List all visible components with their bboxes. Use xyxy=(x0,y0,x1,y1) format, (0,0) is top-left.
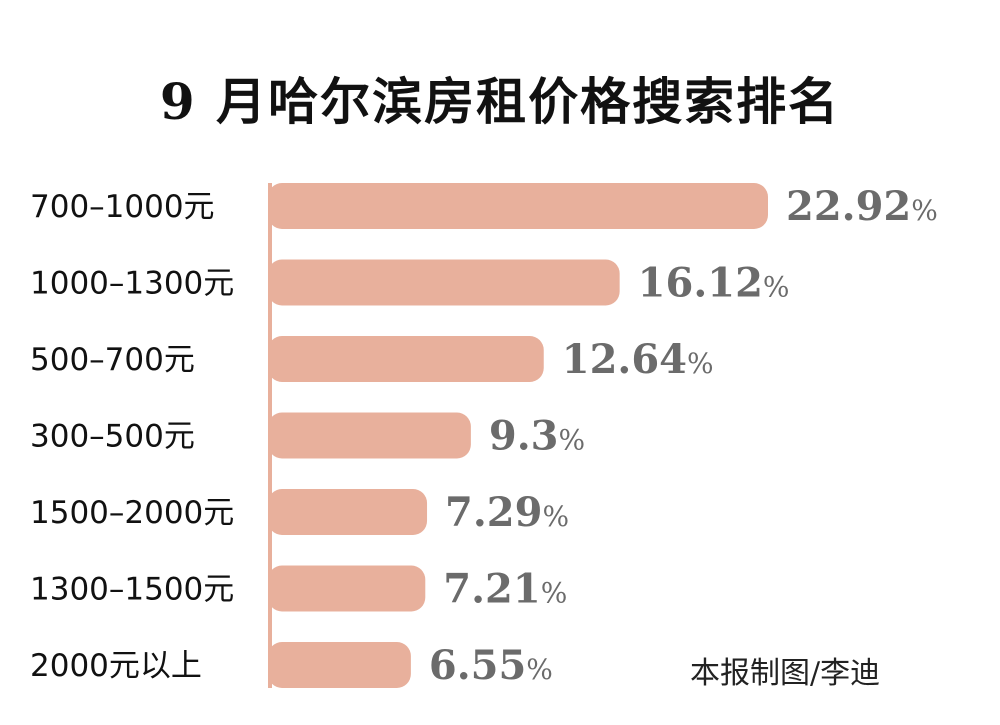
value-percent-sign: % xyxy=(542,500,569,533)
category-label: 500–700元 xyxy=(30,342,195,378)
bar xyxy=(268,259,620,306)
category-label: 2000元以上 xyxy=(30,648,202,684)
value-label: 16.12% xyxy=(638,260,790,307)
value-percent-sign: % xyxy=(763,271,790,304)
category-label: 1300–1500元 xyxy=(30,572,234,608)
bar xyxy=(268,183,768,229)
category-label: 700–1000元 xyxy=(30,189,215,225)
value-percent-sign: % xyxy=(558,424,585,457)
value-label: 6.55% xyxy=(429,642,553,689)
value-percent-sign: % xyxy=(541,577,568,610)
value-label: 9.3% xyxy=(489,413,585,460)
category-label: 1000–1300元 xyxy=(30,266,234,302)
value-label: 12.64% xyxy=(562,336,714,383)
value-percent-sign: % xyxy=(687,347,714,380)
bar xyxy=(268,642,411,688)
category-label: 1500–2000元 xyxy=(30,495,234,531)
bar xyxy=(268,565,426,612)
value-percent-sign: % xyxy=(526,653,553,686)
bar xyxy=(268,412,471,459)
credit-text: 本报制图/李迪 xyxy=(690,656,881,691)
bar xyxy=(268,336,544,382)
value-label: 7.21% xyxy=(443,566,567,613)
bar xyxy=(268,489,428,535)
value-label: 22.92% xyxy=(786,183,938,230)
value-label: 7.29% xyxy=(445,489,569,536)
chart-title: 9 月哈尔滨房租价格搜索排名 xyxy=(159,72,841,131)
value-percent-sign: % xyxy=(911,194,938,227)
category-label: 300–500元 xyxy=(30,419,195,455)
